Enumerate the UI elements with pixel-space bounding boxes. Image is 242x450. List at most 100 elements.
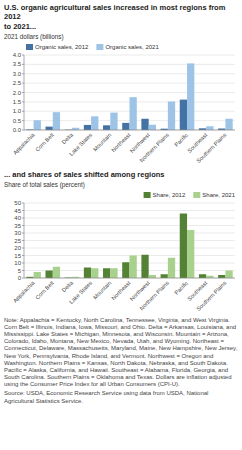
x-tick-label: Corn Belt: [34, 279, 55, 300]
grid-line: [24, 202, 235, 203]
legend-swatch: [144, 192, 151, 198]
page: U.S. organic agricultural sales increase…: [0, 0, 242, 407]
bar: [168, 257, 175, 277]
x-tick-label: Delta: [61, 279, 75, 293]
y-tick-label: 3.0: [13, 71, 22, 77]
y-tick-label: 0: [18, 275, 22, 281]
bar: [149, 275, 156, 278]
y-tick-label: 30: [14, 230, 21, 236]
chart-title: ... and shares of sales shifted among re…: [4, 170, 238, 179]
y-axis-line: [24, 55, 25, 130]
y-tick-label: 20: [14, 245, 21, 251]
annotation: Note: Appalachia = Kentucky, North Carol…: [4, 317, 238, 389]
bar: [45, 126, 52, 129]
x-axis-line: [24, 129, 235, 130]
x-tick-label: Southern Plains: [195, 131, 227, 163]
x-tick-label: Northern Plains: [138, 131, 170, 163]
legend-item: Organic sales, 2021: [96, 44, 159, 50]
bar: [110, 112, 117, 129]
bar: [45, 270, 52, 278]
annotation: Source: USDA, Economic Research Service …: [4, 390, 238, 404]
legend-label: Organic sales, 2021: [105, 44, 159, 50]
bar: [34, 120, 41, 130]
bar: [199, 274, 206, 278]
legend-item: Share, 2021: [193, 192, 235, 198]
x-tick-label: Southern Plains: [195, 279, 227, 311]
grid-line: [24, 73, 235, 74]
y-tick-label: 3.5: [13, 61, 22, 67]
bar: [53, 112, 60, 130]
legend-swatch: [26, 44, 33, 50]
chart: 05101520253035404550AppalachiaCorn BeltD…: [4, 190, 238, 314]
y-tick-label: 25: [14, 237, 21, 243]
bar: [103, 268, 110, 278]
bar: [53, 266, 60, 277]
chart: 0.0 0.5 1.0 1.5 2.0 2.5 3.0 3.5 4.0 AppalachiaCor…: [4, 42, 238, 166]
y-tick-label: 4.0: [13, 52, 22, 58]
x-tick-label: Appalachia: [12, 279, 36, 303]
bar: [161, 274, 168, 278]
y-tick-label: 2.0: [13, 89, 22, 95]
bar: [91, 116, 98, 130]
y-axis-line: [24, 203, 25, 278]
bar: [130, 255, 137, 278]
grid-line: [24, 232, 235, 233]
x-tick-label: Corn Belt: [34, 131, 55, 152]
bars: [26, 213, 232, 278]
bar: [110, 268, 117, 278]
x-tick-label: Lake States: [68, 279, 93, 304]
bar: [141, 118, 148, 129]
y-axis-label: 2021 dollars (billions): [4, 33, 238, 41]
y-tick-label: 5: [18, 267, 22, 273]
grid-line: [24, 210, 235, 211]
legend-label: Share, 2021: [202, 192, 235, 198]
legend-item: Organic sales, 2012: [26, 44, 89, 50]
x-tick-label: Lake States: [68, 131, 93, 156]
grid-line: [24, 247, 235, 248]
legend-label: Organic sales, 2012: [35, 44, 89, 50]
bar: [84, 125, 91, 130]
y-tick-label: 0.0: [13, 127, 22, 133]
y-tick-label: 10: [14, 260, 21, 266]
bar: [187, 230, 194, 278]
bar: [84, 267, 91, 278]
bars: [26, 63, 232, 130]
bar: [180, 99, 187, 129]
legend-item: Share, 2012: [144, 192, 186, 198]
bar: [141, 254, 148, 277]
y-axis-label: Share of total sales (percent): [4, 181, 238, 189]
grid: [22, 55, 235, 130]
y-tick-label: 35: [14, 222, 21, 228]
grid-line: [24, 82, 235, 83]
legend: Organic sales, 2012 Organic sales, 2021: [26, 44, 159, 50]
legend: Share, 2012 Share, 2021: [144, 192, 236, 198]
legend-label: Share, 2012: [153, 192, 186, 198]
y-tick-label: 50: [14, 200, 21, 206]
x-tick-label: Appalachia: [12, 131, 36, 155]
x-tick-label: Northern Plains: [138, 279, 170, 311]
x-axis-line: [24, 277, 235, 278]
y-tick-label: 1.0: [13, 108, 22, 114]
bar: [180, 213, 187, 278]
y-tick-label: 45: [14, 207, 21, 213]
grid-line: [24, 225, 235, 226]
grid-line: [24, 64, 235, 65]
x-tick-label: Pacific: [173, 131, 189, 147]
y-tick-label: 2.5: [13, 80, 22, 86]
legend-swatch: [193, 192, 200, 198]
bar: [168, 101, 175, 130]
grid-line: [24, 54, 235, 55]
y-tick-label: 0.5: [13, 117, 22, 123]
bar: [122, 262, 129, 278]
grid-line: [24, 92, 235, 93]
bar: [225, 118, 232, 129]
bar: [122, 123, 129, 130]
bar: [225, 270, 232, 278]
grid-line: [24, 240, 235, 241]
bar: [103, 125, 110, 130]
bar: [149, 124, 156, 129]
grid: [22, 203, 235, 278]
y-tick-label: 1.5: [13, 99, 22, 105]
chart-title: U.S. organic agricultural sales increase…: [4, 3, 238, 31]
legend-swatch: [96, 44, 103, 50]
